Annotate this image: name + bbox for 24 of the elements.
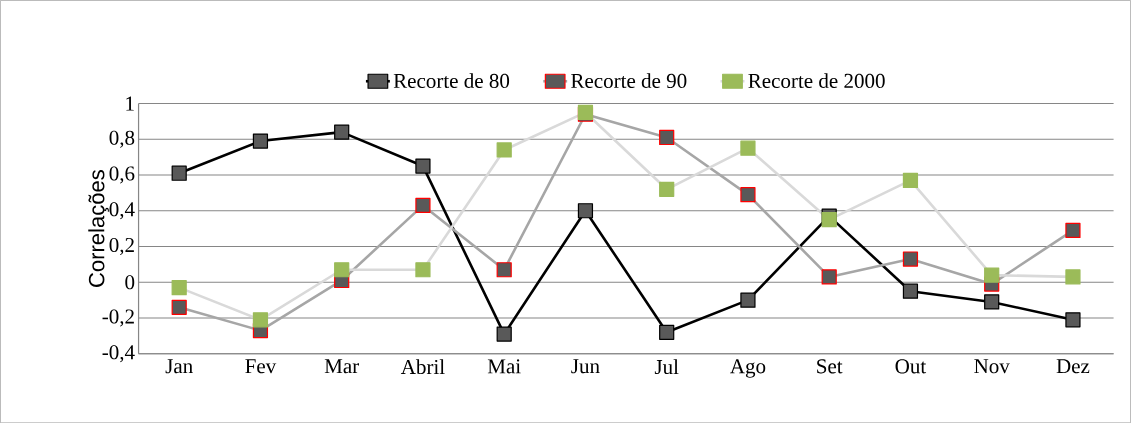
x-tick-label: Dez [1056,359,1090,374]
x-tick-label: Jan [165,359,193,374]
y-tick-label: 0,8 [109,130,135,148]
x-tick-label: Ago [730,359,766,378]
y-tick-label: 0,4 [109,202,135,220]
y-tick-label: 0 [125,275,135,290]
y-tick-label: 0,2 [109,237,134,256]
x-tick-label: Jun [571,359,600,374]
legend-label: Recorte de 2000 [748,73,885,88]
y-tick-label: 0,6 [109,166,135,184]
x-tick-label: Abril [400,359,445,374]
y-tick-label: -0,4 [102,345,135,363]
x-tick-label: Mai [487,359,521,374]
legend-label: Recorte de 90 [571,73,687,88]
legend-label: Recorte de 80 [393,73,510,88]
y-axis-title: Correlações [88,169,109,287]
x-tick-label: Set [817,359,843,374]
x-tick-label: Fev [245,359,277,374]
x-tick-label: Nov [974,359,1010,374]
y-tick-label: -0,2 [102,309,134,327]
y-tick-label: 1 [126,96,134,111]
x-tick-label: Out [895,359,927,374]
x-tick-label: Jul [654,359,679,374]
x-tick-label: Mar [324,359,360,374]
